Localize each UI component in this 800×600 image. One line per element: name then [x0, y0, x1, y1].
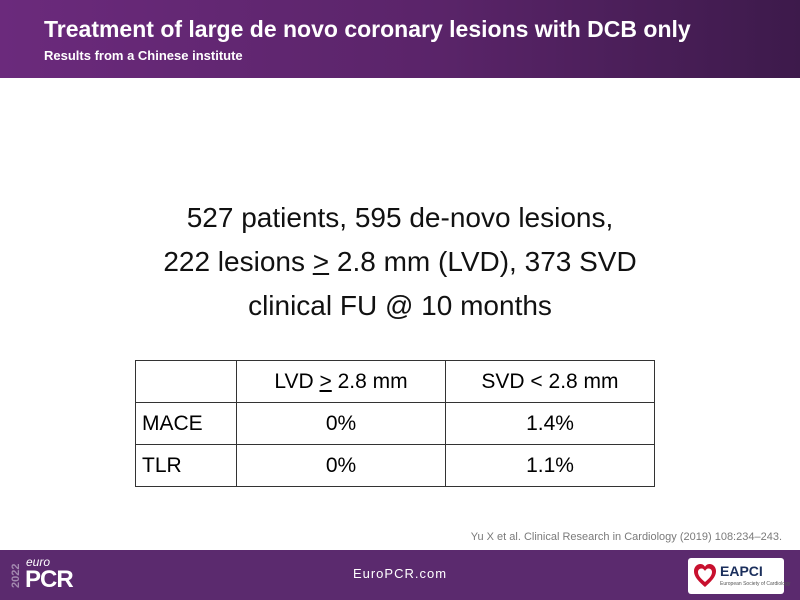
slide-subtitle: Results from a Chinese institute [44, 48, 243, 63]
greater-equal-symbol: > [312, 246, 330, 277]
europcr-logo: 2022 euro PCR [10, 554, 90, 596]
row-svd-value: 1.1% [445, 444, 655, 487]
summary-line-1: 527 patients, 595 de-novo lesions, [186, 202, 614, 233]
row-lvd-value: 0% [236, 402, 446, 445]
summary-text: 527 patients, 595 de-novo lesions, 222 l… [0, 196, 800, 328]
summary-line-2: 222 lesions > 2.8 mm (LVD), 373 SVD [0, 240, 800, 284]
eapci-logo: EAPCI European Society of Cardiology [688, 558, 790, 594]
table-header-empty [135, 360, 237, 403]
summary-line-3: clinical FU @ 10 months [248, 290, 552, 321]
summary-line-2-pre: 222 lesions [163, 246, 313, 277]
row-lvd-value: 0% [236, 444, 446, 487]
eapci-name: EAPCI [720, 563, 763, 579]
row-svd-value: 1.4% [445, 402, 655, 445]
footer-website: EuroPCR.com [352, 566, 448, 581]
row-label: TLR [135, 444, 237, 487]
logo-pcr: PCR [25, 566, 74, 593]
lvd-header-pre: LVD [274, 369, 320, 393]
table-row: TLR 0% 1.1% [135, 444, 655, 487]
row-label: MACE [135, 402, 237, 445]
lvd-header-symbol: > [319, 369, 332, 393]
table-header-lvd: LVD > 2.8 mm [236, 360, 446, 403]
summary-line-2-post: 2.8 mm (LVD), 373 SVD [329, 246, 637, 277]
slide-title: Treatment of large de novo coronary lesi… [44, 16, 691, 42]
table-header-row: LVD > 2.8 mm SVD < 2.8 mm [135, 360, 655, 403]
slide-footer: 2022 euro PCR EuroPCR.com EAPCI European… [0, 550, 800, 600]
logo-euro: euro [26, 555, 51, 569]
citation: Yu X et al. Clinical Research in Cardiol… [470, 531, 782, 543]
table-row: MACE 0% 1.4% [135, 402, 655, 445]
results-table: LVD > 2.8 mm SVD < 2.8 mm MACE 0% 1.4% T… [135, 360, 655, 487]
table-header-svd: SVD < 2.8 mm [445, 360, 655, 403]
slide-header: Treatment of large de novo coronary lesi… [0, 0, 800, 78]
eapci-heart-icon [694, 564, 716, 587]
eapci-subtitle: European Society of Cardiology [720, 581, 791, 587]
lvd-header-post: 2.8 mm [331, 369, 408, 393]
